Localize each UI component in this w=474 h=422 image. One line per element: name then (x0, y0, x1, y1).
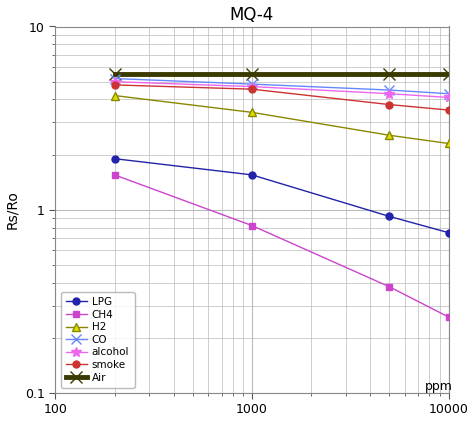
LPG (249, 172, 255, 177)
CH4 (249, 223, 255, 228)
smoke (249, 87, 255, 92)
H2 (446, 141, 451, 146)
H2 (249, 110, 255, 115)
Air (112, 72, 118, 77)
LPG (446, 230, 451, 235)
CH4 (446, 314, 451, 319)
Line: LPG: LPG (111, 155, 452, 236)
CO (386, 87, 392, 92)
CO (249, 81, 255, 87)
H2 (112, 93, 118, 98)
Y-axis label: Rs/Ro: Rs/Ro (6, 190, 19, 229)
alcohol (249, 84, 255, 89)
Line: CH4: CH4 (111, 171, 452, 320)
Legend: LPG, CH4, H2, CO, alcohol, smoke, Air: LPG, CH4, H2, CO, alcohol, smoke, Air (61, 292, 135, 388)
LPG (386, 214, 392, 219)
Title: MQ-4: MQ-4 (230, 5, 274, 24)
LPG (112, 156, 118, 161)
Air (249, 72, 255, 77)
CO (446, 91, 451, 96)
Text: ppm: ppm (425, 380, 453, 393)
smoke (446, 108, 451, 113)
smoke (112, 82, 118, 87)
CH4 (386, 284, 392, 289)
Line: CO: CO (109, 74, 453, 98)
alcohol (112, 79, 118, 84)
Air (386, 72, 392, 77)
alcohol (386, 91, 392, 96)
Line: Air: Air (109, 68, 455, 80)
Line: H2: H2 (110, 92, 453, 148)
Line: smoke: smoke (111, 81, 452, 114)
alcohol (446, 95, 451, 100)
Air (446, 72, 451, 77)
smoke (386, 102, 392, 107)
H2 (386, 133, 392, 138)
Line: alcohol: alcohol (109, 77, 453, 102)
CO (112, 76, 118, 81)
CH4 (112, 172, 118, 177)
